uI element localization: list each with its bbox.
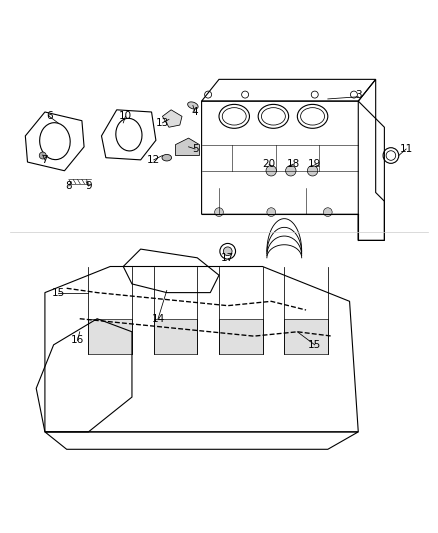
Text: 18: 18 (286, 159, 300, 169)
Text: 6: 6 (46, 111, 53, 122)
Text: 16: 16 (71, 335, 84, 345)
Circle shape (266, 166, 276, 176)
Text: 11: 11 (399, 144, 413, 154)
Bar (154, 319, 197, 353)
Ellipse shape (162, 155, 172, 161)
Text: 9: 9 (85, 181, 92, 191)
Text: 14: 14 (152, 314, 165, 324)
Circle shape (215, 208, 223, 216)
Polygon shape (162, 110, 182, 127)
Text: 20: 20 (262, 159, 276, 169)
Circle shape (286, 166, 296, 176)
Circle shape (223, 247, 232, 256)
Ellipse shape (187, 102, 198, 109)
Text: 17: 17 (221, 253, 234, 263)
Text: 8: 8 (66, 181, 72, 191)
Text: 19: 19 (308, 159, 321, 169)
Circle shape (307, 166, 318, 176)
Circle shape (323, 208, 332, 216)
Bar (284, 319, 328, 353)
Polygon shape (176, 138, 199, 156)
Text: 15: 15 (51, 288, 64, 297)
Circle shape (267, 208, 276, 216)
Text: 5: 5 (192, 144, 198, 154)
Text: 13: 13 (156, 118, 169, 128)
Bar (219, 319, 262, 353)
Text: 15: 15 (308, 340, 321, 350)
Text: 4: 4 (192, 107, 198, 117)
Bar (88, 319, 132, 353)
Text: 7: 7 (42, 155, 48, 165)
Text: 12: 12 (147, 155, 160, 165)
Text: 3: 3 (355, 90, 362, 100)
Circle shape (39, 152, 46, 159)
Text: 10: 10 (119, 111, 132, 122)
